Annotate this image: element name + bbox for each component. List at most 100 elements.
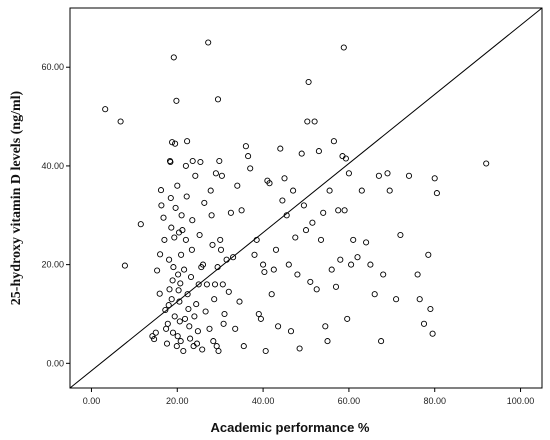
data-point (279, 197, 286, 204)
data-point (262, 347, 269, 355)
data-point (207, 187, 214, 194)
data-point (189, 157, 196, 165)
data-point (429, 330, 436, 337)
data-point (171, 313, 178, 320)
data-point (302, 227, 310, 234)
data-point (172, 204, 179, 211)
data-point (337, 256, 344, 263)
data-point (281, 175, 288, 182)
data-point (166, 256, 173, 263)
data-point (344, 315, 351, 322)
data-point (193, 301, 200, 308)
y-tick-label: 20.00 (41, 260, 64, 270)
data-point (335, 207, 342, 214)
data-point (175, 271, 182, 278)
data-point (212, 170, 219, 177)
data-point (433, 190, 440, 197)
data-point (157, 251, 164, 258)
data-point (217, 246, 225, 253)
data-point (253, 236, 260, 243)
data-point (277, 145, 284, 152)
data-point (196, 231, 203, 239)
data-point (350, 236, 357, 243)
data-point (158, 202, 165, 209)
x-tick-label: 100.00 (507, 396, 535, 406)
data-point (160, 214, 167, 221)
data-point (184, 138, 191, 145)
data-point (358, 187, 365, 194)
data-point (304, 118, 311, 125)
data-point (163, 340, 171, 347)
x-tick-label: 40.00 (252, 396, 275, 406)
data-point (217, 236, 224, 243)
data-point (272, 246, 280, 253)
data-point (172, 140, 179, 147)
data-point (102, 106, 109, 113)
data-point (257, 315, 264, 322)
data-point (205, 39, 212, 46)
data-point (345, 170, 352, 177)
data-point (332, 283, 340, 290)
y-axis-title: 25-hydroxy vitamin D levels (ng/ml) (9, 90, 24, 305)
data-point (214, 264, 221, 271)
data-point (176, 298, 183, 305)
data-point (378, 338, 385, 345)
data-point (199, 346, 206, 353)
data-point (292, 234, 299, 241)
y-tick-label: 0.00 (46, 358, 64, 368)
data-point (348, 261, 355, 268)
data-point (187, 273, 195, 281)
data-point (157, 187, 165, 194)
data-point (169, 277, 176, 284)
data-point (191, 313, 198, 320)
data-point (188, 246, 195, 253)
data-point (300, 202, 307, 209)
y-axis-ticks: 0.00 20.00 40.00 60.00 (41, 62, 70, 368)
data-point (414, 271, 421, 278)
data-point (211, 281, 219, 288)
data-point (380, 271, 387, 278)
data-point (247, 165, 254, 172)
data-point (216, 157, 223, 165)
data-point (354, 254, 361, 261)
data-point (117, 118, 124, 125)
data-point (255, 310, 262, 318)
x-tick-label: 0.00 (83, 396, 101, 406)
x-axis-title: Academic performance % (211, 420, 370, 435)
data-point (283, 212, 290, 219)
data-point (328, 266, 335, 273)
data-point (431, 175, 438, 182)
data-point (187, 335, 194, 342)
data-point (322, 323, 329, 330)
data-point (315, 148, 322, 155)
y-tick-label: 60.00 (41, 62, 64, 72)
data-point (397, 231, 404, 239)
data-point (242, 143, 249, 150)
data-point (177, 280, 184, 287)
data-point (192, 172, 199, 179)
x-tick-label: 20.00 (166, 396, 189, 406)
data-point (206, 325, 213, 332)
data-point (169, 139, 176, 146)
data-point (298, 150, 305, 157)
data-point (178, 251, 185, 258)
data-point (177, 338, 184, 345)
data-point (324, 338, 331, 345)
data-point (261, 268, 268, 276)
data-point (371, 291, 378, 298)
data-point (179, 227, 186, 234)
data-point (251, 251, 258, 258)
data-point (218, 172, 225, 179)
data-point (341, 207, 348, 214)
data-point (181, 266, 188, 273)
data-point (221, 310, 228, 318)
x-tick-label: 80.00 (423, 396, 446, 406)
data-point (232, 325, 239, 332)
reference-line-layer (69, 7, 543, 389)
data-point (189, 217, 196, 224)
data-point (287, 328, 295, 335)
data-point (227, 209, 234, 216)
data-point (311, 118, 318, 125)
data-point (427, 305, 434, 313)
